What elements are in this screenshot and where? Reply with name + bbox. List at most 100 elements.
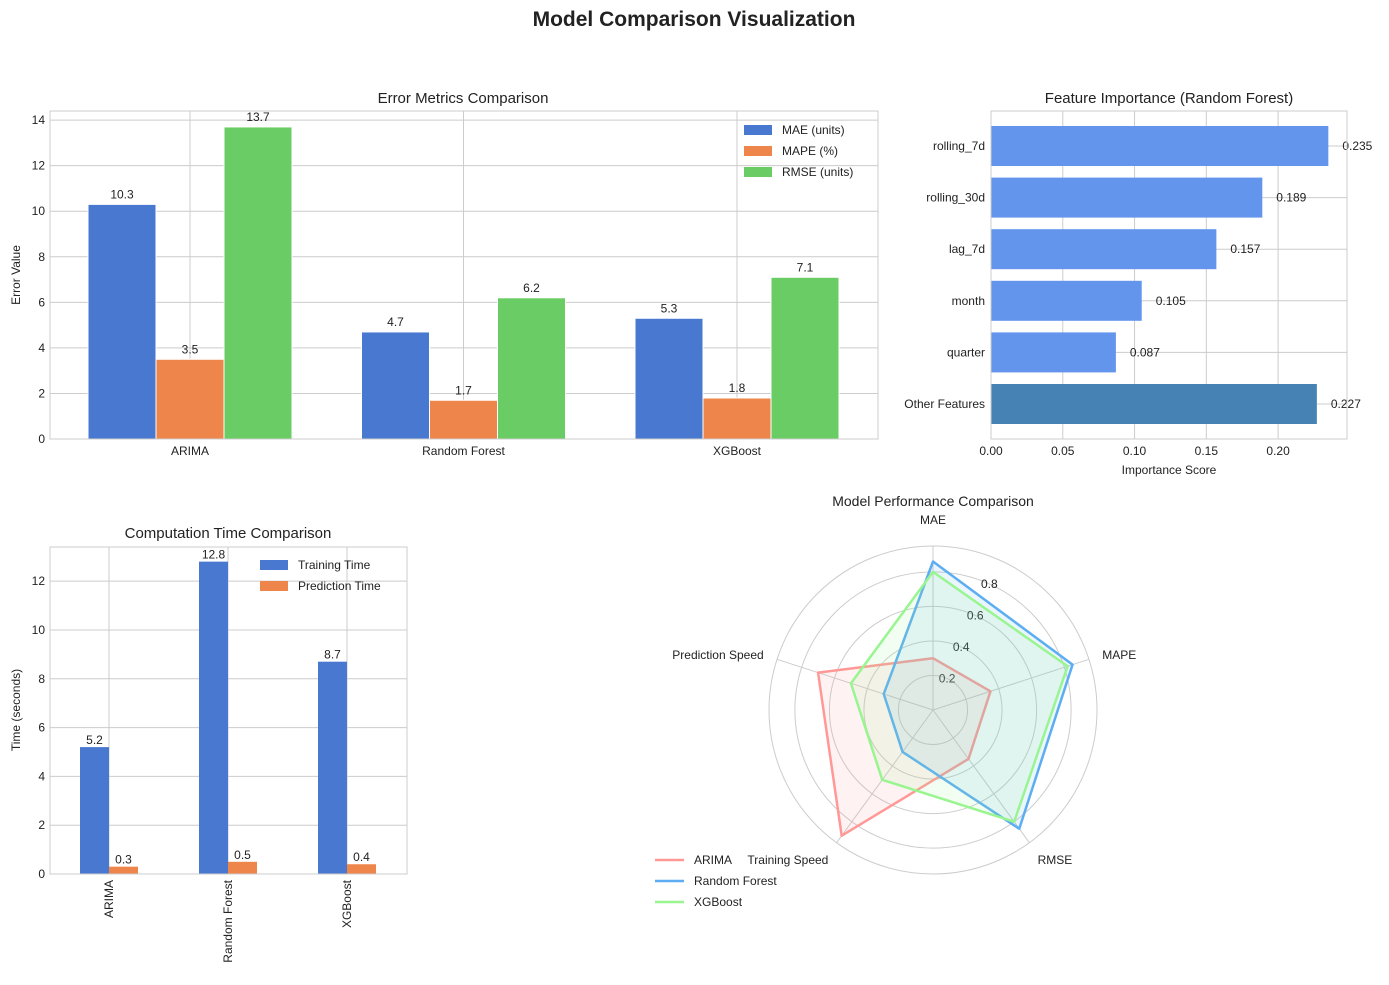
importance-bar-label: 0.087	[1130, 345, 1160, 359]
error-bar-label: 10.3	[110, 187, 134, 201]
error-bar	[223, 126, 293, 440]
importance-bar-label: 0.105	[1156, 294, 1186, 308]
error-bar-label: 5.3	[661, 301, 678, 315]
error-bar	[497, 297, 566, 440]
error-legend-swatch	[744, 146, 772, 156]
time-ytick: 12	[32, 574, 46, 588]
radar-legend-label: Random Forest	[694, 874, 777, 888]
importance-xtick: 0.10	[1123, 444, 1147, 458]
time-bar	[80, 747, 109, 874]
radar-spoke	[932, 658, 1090, 711]
time-bar-label: 0.4	[353, 850, 370, 864]
error-metrics-chart: Error Metrics Comparison Error Value 0 2 4…	[9, 90, 879, 458]
error-legend-label: MAPE (%)	[782, 144, 838, 158]
performance-radar-chart: Model Performance Comparison MAE MAPE RMSE…	[655, 493, 1136, 909]
time-bar-label: 8.7	[324, 648, 341, 662]
radar-line	[816, 656, 992, 837]
error-ytick: 2	[38, 386, 45, 400]
time-ytick: 8	[38, 672, 45, 686]
radar-spoke	[836, 709, 934, 843]
time-chart-ylabel: Time (seconds)	[9, 669, 23, 751]
error-legend-swatch	[744, 125, 772, 135]
importance-bar	[991, 126, 1329, 166]
radar-area	[850, 571, 1068, 822]
radar-line	[882, 560, 1074, 830]
radar-axis-label: Prediction Speed	[672, 648, 763, 662]
time-ytick: 4	[38, 769, 45, 783]
error-bar	[361, 331, 430, 440]
error-axes-frame	[49, 110, 879, 440]
importance-ytick: quarter	[947, 345, 985, 359]
time-ytick: 10	[32, 623, 46, 637]
radar-axis-label: MAPE	[1102, 648, 1136, 662]
time-bar	[199, 561, 228, 874]
error-bar	[702, 397, 772, 440]
importance-chart-xlabel: Importance Score	[1122, 463, 1217, 477]
time-ytick: 6	[38, 721, 45, 735]
importance-ytick: month	[952, 294, 985, 308]
importance-xtick: 0.00	[979, 444, 1003, 458]
error-ytick: 14	[32, 113, 46, 127]
error-ytick: 4	[38, 341, 45, 355]
time-ytick: 0	[38, 867, 45, 881]
error-ytick: 6	[38, 295, 45, 309]
radar-rtick: 0.6	[967, 608, 984, 622]
radar-spoke	[776, 658, 934, 711]
time-ytick: 2	[38, 818, 45, 832]
importance-bar-label: 0.235	[1342, 139, 1372, 153]
time-xtick: Random Forest	[221, 879, 235, 962]
time-bar	[228, 861, 257, 874]
time-bar	[347, 864, 376, 874]
error-bar	[770, 276, 840, 440]
computation-time-chart: Computation Time Comparison Time (second…	[9, 525, 408, 963]
error-legend-label: RMSE (units)	[782, 165, 853, 179]
importance-bar	[991, 229, 1217, 270]
error-bar-label: 6.2	[523, 281, 540, 295]
error-bar	[634, 317, 704, 440]
importance-bar-label: 0.157	[1230, 242, 1260, 256]
time-legend-label: Training Time	[298, 558, 371, 572]
error-chart-title: Error Metrics Comparison	[378, 90, 549, 107]
error-bar-label: 1.7	[455, 383, 472, 397]
error-bar-label: 1.8	[729, 381, 746, 395]
error-ytick: 10	[32, 204, 46, 218]
error-chart-ylabel: Error Value	[9, 245, 23, 305]
error-ytick: 0	[38, 432, 45, 446]
time-bar-label: 12.8	[202, 548, 226, 562]
time-bar	[109, 866, 138, 874]
error-ytick: 12	[32, 159, 46, 173]
radar-area	[883, 561, 1073, 829]
importance-chart-title: Feature Importance (Random Forest)	[1045, 90, 1293, 107]
importance-xtick: 0.20	[1266, 444, 1290, 458]
time-axes-frame	[49, 546, 408, 875]
time-bar-label: 0.5	[234, 848, 251, 862]
importance-xtick: 0.15	[1195, 444, 1219, 458]
radar-chart-title: Model Performance Comparison	[832, 493, 1034, 509]
importance-ytick: rolling_7d	[933, 139, 985, 153]
error-xtick: XGBoost	[713, 444, 762, 458]
time-bar-label: 0.3	[115, 853, 132, 867]
error-legend-label: MAE (units)	[782, 123, 845, 137]
time-xtick: XGBoost	[340, 879, 354, 928]
error-xtick: Random Forest	[422, 444, 505, 458]
figure-title: Model Comparison Visualization	[533, 8, 856, 31]
importance-bar-label: 0.227	[1331, 397, 1361, 411]
radar-axis-label: RMSE	[1038, 853, 1073, 867]
radar-rtick: 0.2	[939, 671, 956, 685]
error-bar-label: 13.7	[246, 110, 270, 124]
time-bar-label: 5.2	[86, 733, 103, 747]
error-bar	[429, 399, 498, 440]
importance-bar	[991, 332, 1116, 373]
time-bar	[318, 661, 347, 874]
radar-axis-label: MAE	[920, 513, 946, 527]
time-legend-label: Prediction Time	[298, 579, 381, 593]
feature-importance-chart: Feature Importance (Random Forest) Impor…	[904, 90, 1372, 477]
importance-bar	[991, 280, 1142, 321]
error-legend-swatch	[744, 167, 772, 177]
radar-line	[849, 570, 1069, 823]
error-ytick: 8	[38, 250, 45, 264]
importance-ytick: lag_7d	[949, 242, 985, 256]
time-legend-swatch	[260, 560, 288, 570]
importance-xtick: 0.05	[1051, 444, 1075, 458]
